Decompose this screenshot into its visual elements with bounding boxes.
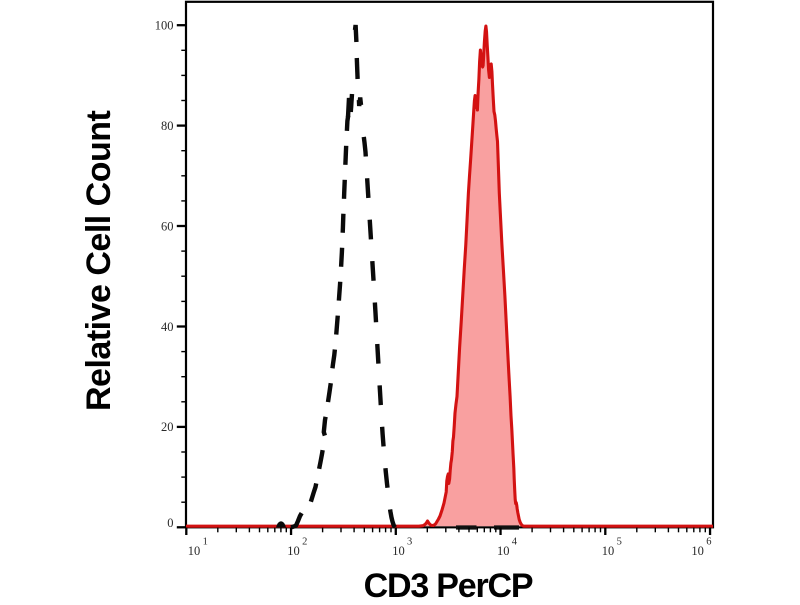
svg-text:10: 10 xyxy=(602,544,615,558)
svg-text:4: 4 xyxy=(512,537,518,548)
svg-text:20: 20 xyxy=(161,420,174,434)
svg-text:5: 5 xyxy=(617,537,622,548)
svg-text:6: 6 xyxy=(706,537,711,548)
svg-text:3: 3 xyxy=(407,537,412,548)
svg-text:10: 10 xyxy=(287,544,300,558)
svg-text:Relative Cell Count: Relative Cell Count xyxy=(80,110,118,411)
svg-text:40: 40 xyxy=(161,320,174,334)
svg-text:10: 10 xyxy=(497,544,510,558)
svg-text:10: 10 xyxy=(691,544,704,558)
svg-text:10: 10 xyxy=(188,544,201,558)
svg-text:0: 0 xyxy=(167,516,173,530)
svg-text:1: 1 xyxy=(203,537,208,548)
svg-text:2: 2 xyxy=(302,537,307,548)
svg-text:10: 10 xyxy=(392,544,405,558)
svg-text:80: 80 xyxy=(161,119,174,133)
svg-text:CD3 PerCP: CD3 PerCP xyxy=(364,567,533,600)
svg-text:100: 100 xyxy=(155,19,174,33)
svg-text:60: 60 xyxy=(161,219,174,233)
